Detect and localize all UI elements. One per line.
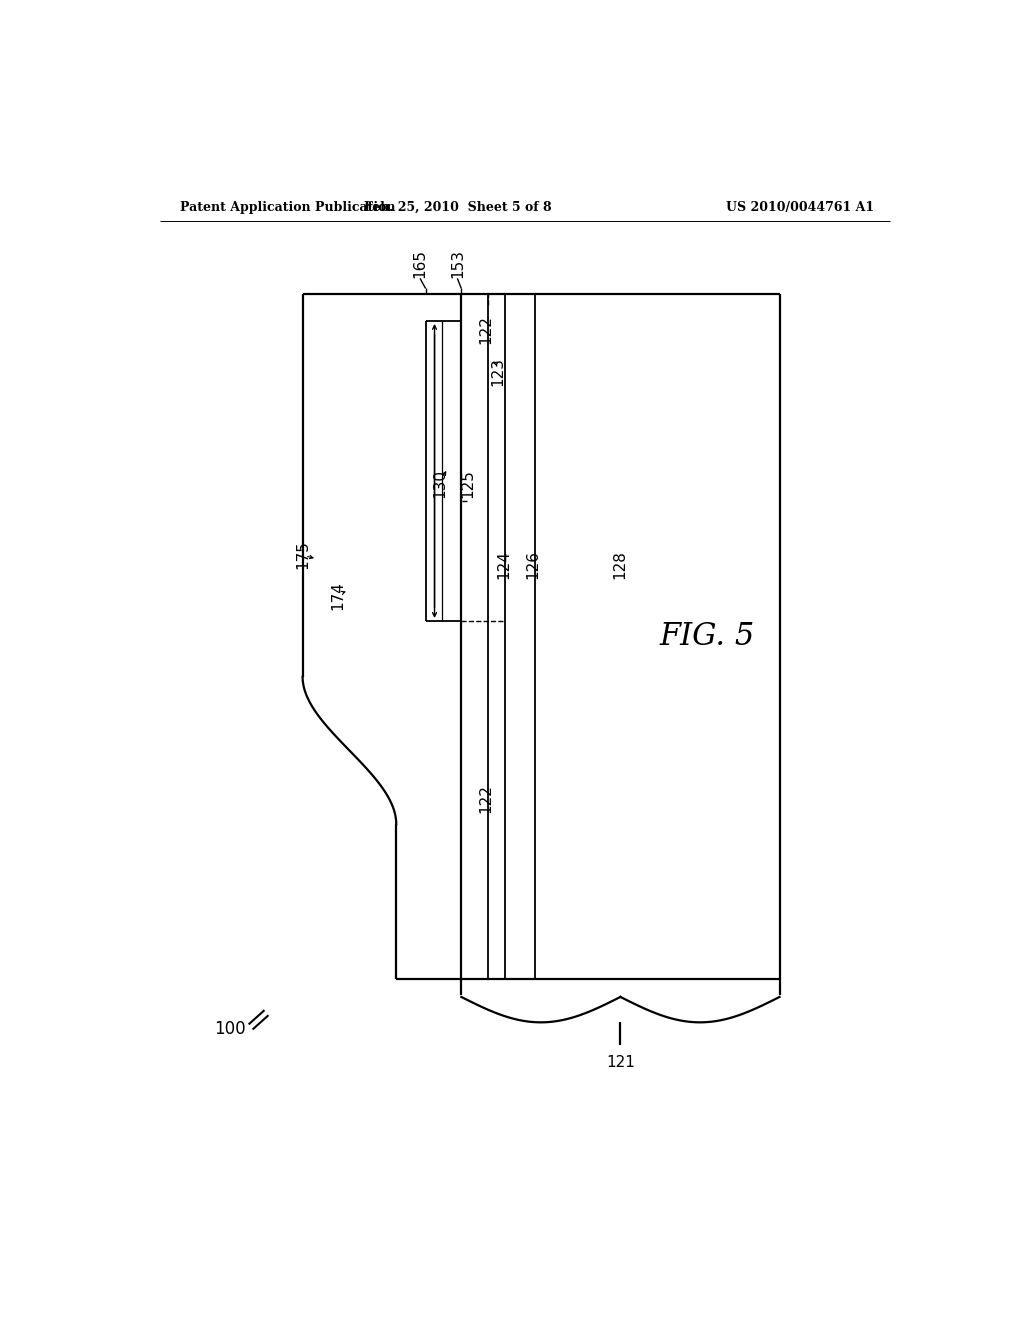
Text: US 2010/0044761 A1: US 2010/0044761 A1 — [726, 201, 873, 214]
Text: 122: 122 — [478, 314, 494, 343]
Text: 125: 125 — [460, 469, 475, 498]
Text: 100: 100 — [214, 1020, 246, 1039]
Text: 122: 122 — [478, 784, 494, 813]
Text: 124: 124 — [496, 550, 511, 579]
Text: 123: 123 — [490, 358, 505, 387]
Text: Patent Application Publication: Patent Application Publication — [179, 201, 395, 214]
Text: 128: 128 — [612, 550, 628, 579]
Text: 174: 174 — [331, 581, 346, 610]
Text: 121: 121 — [606, 1055, 635, 1071]
Text: 165: 165 — [413, 249, 428, 279]
Text: 130: 130 — [432, 469, 447, 498]
Text: Feb. 25, 2010  Sheet 5 of 8: Feb. 25, 2010 Sheet 5 of 8 — [364, 201, 551, 214]
Text: 153: 153 — [450, 249, 465, 279]
Text: 126: 126 — [525, 550, 541, 579]
Text: FIG. 5: FIG. 5 — [659, 620, 755, 652]
Text: 175: 175 — [295, 540, 310, 569]
